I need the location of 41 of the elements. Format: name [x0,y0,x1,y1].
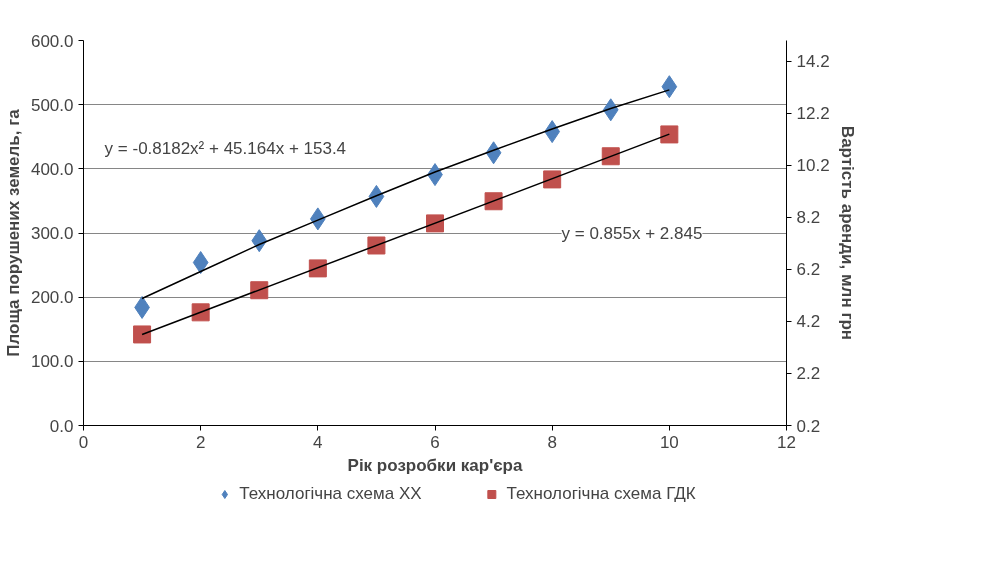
y-axis-title: Площа порушених земель, га [3,108,23,357]
point [484,192,503,211]
y2-tick-label: 4.2 [796,312,821,332]
point [661,75,678,99]
y-tick-label: 100.0 [30,352,74,372]
y2-tick-label: 12.2 [796,104,830,124]
x-tick-label: 6 [430,432,440,452]
y2-tick-label: 0.2 [796,416,821,436]
x-tick-label: 0 [78,432,89,452]
point [367,236,386,255]
x-tick-label: 2 [195,432,206,452]
legend-label: Технологічна схема ГДК [506,484,696,504]
point [601,147,620,166]
y2-tick-label: 10.2 [796,156,830,176]
y-tick-label: 600.0 [30,31,74,51]
x-tick-label: 12 [777,432,796,452]
point [192,251,209,275]
x-tick-label: 10 [659,432,679,452]
point [250,281,269,300]
y2-tick-label: 14.2 [796,52,830,72]
y-tick-label: 0.0 [49,416,74,436]
point [426,214,444,233]
y2-axis-title: Вартість аренди, млн грн [837,125,857,341]
y-tick-label: 300.0 [30,224,74,243]
y-tick-label: 200.0 [30,288,74,308]
point [133,325,152,344]
y2-tick-label: 2.2 [796,364,821,384]
x-axis-title: Рік розробки кар'єра [347,455,523,475]
legend-label: Технологічна схема ХХ [239,484,422,504]
x-tick-label: 4 [313,432,323,452]
point [308,259,327,278]
y2-tick-label: 6.2 [796,260,821,280]
point [660,125,679,144]
x-tick-label: 8 [547,432,557,452]
y2-tick-label: 8.2 [796,208,821,228]
annotation: y = 0.855x + 2.845 [561,223,703,243]
point [191,303,210,322]
annotation: y = -0.8182x² + 45.164x + 153.4 [104,138,347,158]
y-tick-label: 500.0 [30,95,74,115]
y-tick-label: 400.0 [30,159,74,179]
point [543,170,562,189]
